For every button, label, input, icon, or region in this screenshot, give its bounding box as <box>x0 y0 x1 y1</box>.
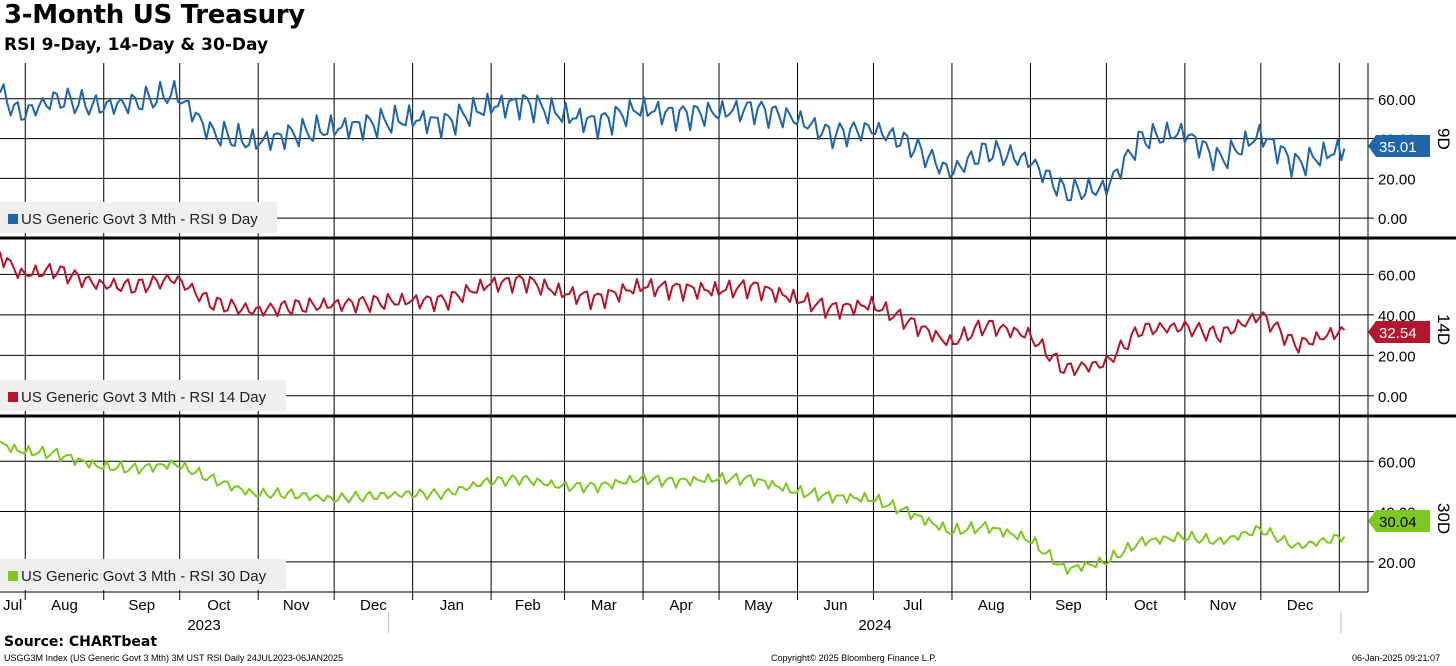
xtick-month-14: Sep <box>1055 597 1082 614</box>
ytick-label-0-2: 20.00 <box>1378 171 1416 188</box>
ytick-label-0-0: 60.00 <box>1378 92 1416 109</box>
xtick-month-12: Jul <box>903 597 922 614</box>
panel-label-1: 14D <box>1434 314 1453 345</box>
series-line-2 <box>0 440 1346 575</box>
xtick-month-0: Jul <box>3 597 22 614</box>
legend-box-2 <box>0 559 286 590</box>
source-label: Source: CHARTbeat <box>4 634 158 650</box>
last-value-box-1 <box>1368 321 1430 343</box>
panel-label-0: 9D <box>1434 128 1453 150</box>
xtick-month-13: Aug <box>978 597 1005 614</box>
chart-title: 3-Month US Treasury <box>4 0 305 30</box>
last-value-label-0: 35.01 <box>1379 139 1417 156</box>
xtick-month-8: Mar <box>591 597 617 614</box>
last-value-label-2: 30.04 <box>1379 514 1417 531</box>
panel-label-2: 30D <box>1434 503 1453 534</box>
ytick-label-2-0: 60.00 <box>1378 454 1416 471</box>
legend-label-2: US Generic Govt 3 Mth - RSI 30 Day <box>21 568 267 585</box>
xtick-month-15: Oct <box>1134 597 1158 614</box>
xtick-month-9: Apr <box>669 597 692 614</box>
legend-box-0 <box>0 202 277 233</box>
year-label-2023: 2023 <box>187 617 220 634</box>
footer-timestamp: 06-Jan-2025 09:21:07 <box>1352 653 1441 663</box>
last-value-box-0 <box>1368 135 1430 157</box>
legend-swatch-0 <box>8 214 18 224</box>
last-value-label-1: 32.54 <box>1379 325 1417 342</box>
xtick-month-5: Dec <box>360 597 387 614</box>
legend-box-1 <box>0 380 286 411</box>
xtick-month-1: Aug <box>51 597 78 614</box>
last-value-box-2 <box>1368 510 1430 532</box>
year-label-2024: 2024 <box>858 617 891 634</box>
ytick-label-1-2: 20.00 <box>1378 348 1416 365</box>
xtick-month-3: Oct <box>207 597 231 614</box>
xtick-month-7: Feb <box>515 597 541 614</box>
legend-label-1: US Generic Govt 3 Mth - RSI 14 Day <box>21 389 267 406</box>
series-line-0 <box>0 79 1346 202</box>
legend-swatch-2 <box>8 571 18 581</box>
ytick-label-0-3: 0.00 <box>1378 211 1407 228</box>
xtick-month-6: Jan <box>440 597 464 614</box>
legend-swatch-1 <box>8 392 18 402</box>
xtick-month-2: Sep <box>128 597 155 614</box>
series-line-1 <box>0 251 1346 377</box>
xtick-month-10: May <box>744 597 773 614</box>
ytick-label-2-2: 20.00 <box>1378 555 1416 572</box>
xtick-month-16: Nov <box>1210 597 1237 614</box>
legend-label-0: US Generic Govt 3 Mth - RSI 9 Day <box>21 211 258 228</box>
xtick-month-4: Nov <box>283 597 310 614</box>
ytick-label-1-1: 40.00 <box>1378 308 1416 325</box>
ytick-label-1-0: 60.00 <box>1378 267 1416 284</box>
footer-index-info: USGG3M Index (US Generic Govt 3 Mth) 3M … <box>4 653 343 663</box>
xtick-month-11: Jun <box>823 597 847 614</box>
footer-copyright: Copyright© 2025 Bloomberg Finance L.P. <box>771 653 937 663</box>
chart-subtitle: RSI 9-Day, 14-Day & 30-Day <box>4 35 269 55</box>
ytick-label-1-3: 0.00 <box>1378 389 1407 406</box>
xtick-month-17: Dec <box>1287 597 1314 614</box>
